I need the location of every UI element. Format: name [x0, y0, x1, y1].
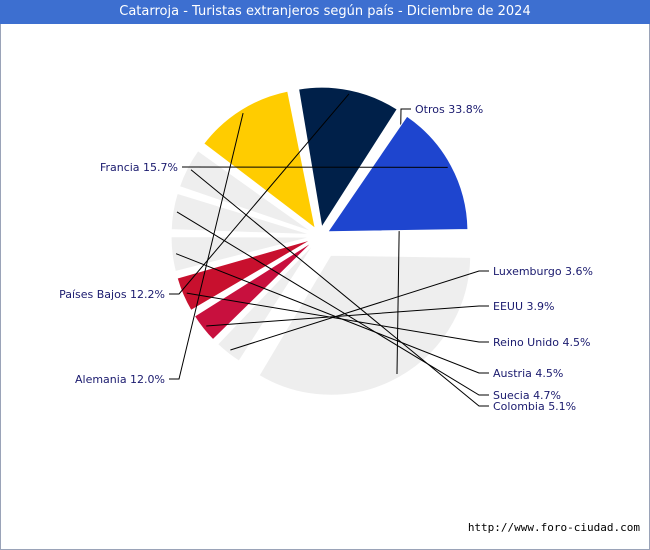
pie-slice-países-bajos: [298, 86, 398, 229]
slice-label: Alemania 12.0%: [75, 373, 165, 386]
slice-label: Austria 4.5%: [493, 367, 563, 380]
pie-slice-alemania: [203, 90, 316, 230]
pie-slice-suecia: [170, 192, 312, 236]
leader-line: [186, 292, 489, 343]
pie-slice-reino-unido: [176, 239, 312, 312]
pie-slice-francia: [326, 115, 469, 233]
leader-line: [169, 112, 244, 380]
slice-label: Luxemburgo 3.6%: [493, 265, 593, 278]
leader-line: [175, 253, 489, 374]
pie-slice-luxemburgo: [216, 242, 315, 362]
slice-label: Francia 15.7%: [100, 161, 178, 174]
source-link[interactable]: http://www.foro-ciudad.com: [467, 521, 640, 534]
slice-label: Suecia 4.7%: [493, 389, 561, 402]
leader-line: [230, 270, 489, 351]
leader-line: [206, 305, 489, 327]
slice-label: Colombia 5.1%: [493, 400, 576, 413]
slice-label: Reino Unido 4.5%: [493, 336, 590, 349]
slice-label: Otros 33.8%: [415, 103, 483, 116]
slice-label: EEUU 3.9%: [493, 300, 554, 313]
leader-line: [190, 169, 489, 407]
leader-line: [169, 93, 350, 295]
pie-chart: Otros 33.8% Luxemburgo 3.6% EEUU 3.9% Reino…: [59, 86, 593, 413]
leader-line: [176, 211, 489, 396]
slice-label: Países Bajos 12.2%: [59, 288, 165, 301]
chart-title: Catarroja - Turistas extranjeros según p…: [0, 0, 650, 24]
pie-slice-colombia: [178, 149, 313, 233]
leader-line: [396, 108, 411, 374]
